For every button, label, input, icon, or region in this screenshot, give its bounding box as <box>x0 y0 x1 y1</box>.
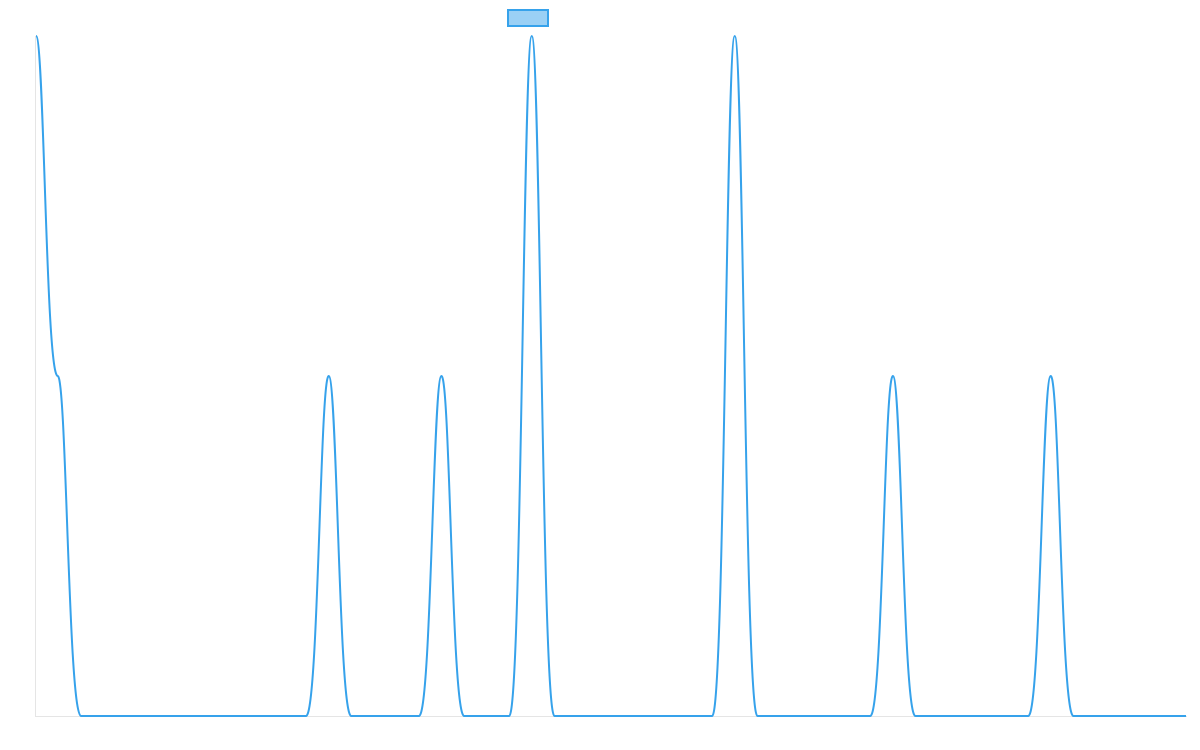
series-line-0 <box>35 35 1186 717</box>
legend-swatch[interactable] <box>507 9 549 27</box>
series-layer <box>35 35 1186 717</box>
legend[interactable] <box>507 9 549 27</box>
axes <box>35 36 1187 717</box>
